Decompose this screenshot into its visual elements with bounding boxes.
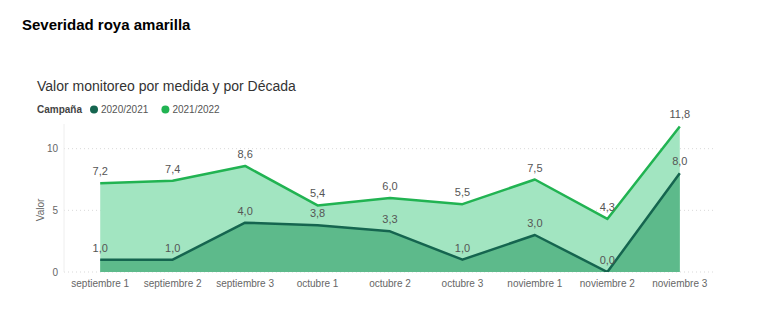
x-tick-label: septiembre 1 (71, 278, 129, 289)
data-labels: 1,0 1,0 4,0 3,8 3,3 1,0 3,0 0,0 8,0 7,2 7,4 8,6 5,4 6… (93, 108, 691, 266)
area-fill (100, 173, 680, 272)
data-label: 7,2 (93, 165, 108, 177)
data-label: 5,4 (310, 187, 325, 199)
data-label: 4,3 (600, 201, 615, 213)
chart-title: Valor monitoreo por medida y por Década (37, 78, 296, 94)
legend-title: Campaña (37, 104, 82, 115)
series-line (100, 173, 680, 272)
y-axis-line (64, 124, 65, 272)
data-label: 1,0 (93, 242, 108, 254)
data-label: 7,4 (165, 163, 180, 175)
legend: Campaña 2020/2021 2021/2022 (37, 104, 220, 115)
x-tick-label: septiembre 2 (144, 278, 202, 289)
y-axis: 0 5 10 (47, 124, 716, 278)
chart-root: Severidad roya amarilla Valor monitoreo p… (0, 0, 780, 326)
data-label: 4,0 (237, 205, 252, 217)
x-axis: septiembre 1 septiembre 2 septiembre 3 octu… (71, 278, 707, 289)
legend-marker (161, 106, 169, 114)
x-tick-label: noviembre 2 (580, 278, 635, 289)
data-label: 0,0 (600, 254, 615, 266)
data-label: 5,5 (455, 186, 470, 198)
y-tick-label: 10 (47, 143, 59, 154)
data-label: 1,0 (455, 242, 470, 254)
data-label: 3,3 (382, 213, 397, 225)
y-tick-label: 5 (52, 205, 58, 216)
series-line (100, 126, 680, 218)
plot-area (100, 126, 680, 272)
x-tick-label: octubre 2 (369, 278, 411, 289)
x-tick-label: octubre 1 (297, 278, 339, 289)
x-tick-label: noviembre 3 (652, 278, 707, 289)
data-label: 3,8 (310, 207, 325, 219)
data-label: 8,0 (672, 155, 687, 167)
y-axis-title: Valor (35, 198, 46, 221)
data-label: 6,0 (382, 180, 397, 192)
data-label: 8,6 (237, 148, 252, 160)
legend-marker (90, 106, 98, 114)
page-header: Severidad roya amarilla (22, 16, 191, 33)
area-fill (100, 126, 680, 272)
chart-svg: Severidad roya amarilla Valor monitoreo p… (0, 0, 780, 326)
data-label: 3,0 (527, 217, 542, 229)
data-label: 11,8 (669, 108, 690, 120)
x-tick-label: noviembre 1 (507, 278, 562, 289)
legend-label: 2021/2022 (172, 104, 220, 115)
x-tick-label: septiembre 3 (216, 278, 274, 289)
x-tick-label: octubre 3 (442, 278, 484, 289)
data-label: 7,5 (527, 162, 542, 174)
legend-label: 2020/2021 (101, 104, 149, 115)
grid-line (64, 148, 716, 149)
data-label: 1,0 (165, 242, 180, 254)
y-tick-label: 0 (52, 267, 58, 278)
